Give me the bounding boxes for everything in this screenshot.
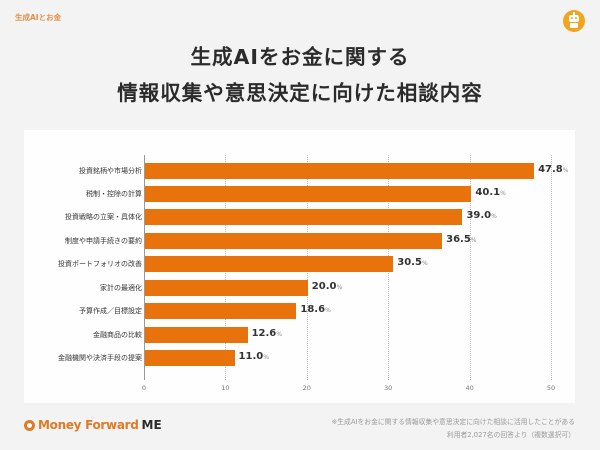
value-label: 30.5% (397, 257, 427, 268)
value-unit: % (491, 213, 497, 220)
value-number: 20.0 (311, 281, 337, 292)
chart-title-line2: 情報収集や意思決定に向けた相談内容 (117, 81, 483, 105)
value-unit: % (325, 307, 331, 314)
bar-row: 金融商品の比較 12.6% (24, 327, 575, 343)
value-number: 47.8 (538, 164, 563, 175)
category-label: 予算作成／目標設定 (79, 307, 142, 315)
bar-row: 制度や申請手続きの要約 36.5% (24, 233, 575, 249)
value-unit: % (470, 237, 477, 244)
logo-text: Money Forward (38, 418, 139, 432)
value-number: 11.0 (238, 351, 264, 362)
bar (145, 327, 248, 343)
category-label: 家計の最適化 (100, 284, 142, 292)
bar-row: 家計の最適化 20.0% (24, 280, 575, 296)
bar-row: 投資ポートフォリオの改善 30.5% (24, 256, 575, 272)
value-number: 40.1 (475, 187, 501, 198)
logo-suffix: ME (141, 418, 162, 432)
value-unit: % (562, 167, 569, 174)
bar-row: 予算作成／目標設定 18.6% (24, 303, 575, 319)
value-number: 30.5 (397, 257, 422, 268)
bar-row: 投資戦略の立案・具体化 39.0% (24, 209, 575, 225)
value-label: 39.0% (466, 210, 496, 221)
bar (145, 163, 535, 179)
category-label: 税制・控除の計算 (86, 190, 142, 198)
x-tick-label: 0 (141, 384, 147, 392)
value-label: 20.0% (312, 281, 342, 292)
value-label: 12.6% (252, 328, 282, 339)
bar (145, 303, 297, 319)
category-label: 金融機関や決済手段の提案 (58, 354, 142, 362)
category-label: 制度や申請手続きの要約 (65, 237, 142, 245)
value-label: 18.6% (300, 304, 330, 315)
value-label: 11.0% (239, 351, 269, 362)
bar-row: 投資銘柄や市場分析 47.8% (24, 163, 575, 179)
value-unit: % (336, 284, 343, 291)
category-label: 金融商品の比較 (93, 331, 142, 339)
chart-title-line1: 生成AIをお金に関する (190, 45, 410, 69)
footnote-line1: ※生成AIをお金に関する情報収集や意思決定に向けた相談に活用したことがある (331, 418, 575, 426)
value-number: 12.6 (251, 328, 277, 339)
value-unit: % (263, 354, 269, 361)
bar (145, 233, 443, 249)
value-number: 39.0 (466, 210, 492, 221)
value-label: 36.5% (446, 234, 476, 245)
chart-card: 0 10 20 30 40 50 投資銘柄や市場分析 47.8% 税制・控除の計算 40.1% 投… (24, 130, 575, 403)
bar-row: 税制・控除の計算 40.1% (24, 186, 575, 202)
bar (145, 256, 394, 272)
x-tick-label: 30 (384, 384, 393, 392)
bar (145, 186, 472, 202)
robot-icon (563, 10, 585, 32)
category-label: 投資戦略の立案・具体化 (65, 213, 142, 221)
value-label: 47.8% (538, 164, 568, 175)
value-unit: % (276, 331, 282, 338)
category-tag: 生成AIとお金 (15, 13, 62, 22)
bar (145, 280, 308, 296)
gridline (551, 155, 552, 380)
x-tick-label: 20 (302, 384, 311, 392)
value-label: 40.1% (475, 187, 505, 198)
category-label: 投資銘柄や市場分析 (79, 167, 142, 175)
value-unit: % (500, 190, 506, 197)
gridline (469, 155, 471, 380)
bar (145, 209, 463, 225)
x-tick-label: 10 (221, 384, 230, 392)
value-number: 18.6 (300, 304, 326, 315)
brand-logo: Money Forward ME (24, 418, 162, 432)
category-label: 投資ポートフォリオの改善 (58, 260, 142, 268)
x-tick-label: 40 (465, 384, 474, 392)
money-forward-logo-icon (24, 419, 35, 431)
value-unit: % (421, 260, 428, 267)
y-axis-line (144, 155, 145, 380)
bar (145, 350, 235, 366)
value-number: 36.5 (446, 234, 471, 245)
x-tick-label: 50 (546, 384, 556, 392)
footnote-line2: 利用者2,027名の回答より（複数選択可） (446, 431, 575, 439)
bar-row: 金融機関や決済手段の提案 11.0% (24, 350, 575, 366)
